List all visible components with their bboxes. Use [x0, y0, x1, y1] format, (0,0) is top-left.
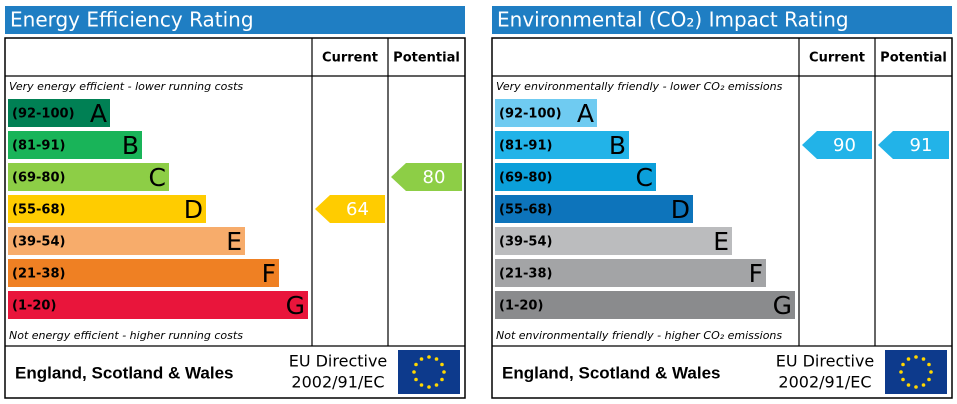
frame — [491, 37, 953, 399]
column-header: Potential — [393, 51, 460, 66]
band-range: (92-100) — [499, 107, 562, 122]
top-note: Very environmentally friendly - lower CO… — [496, 80, 783, 93]
region: England, Scotland & Wales — [15, 363, 234, 382]
eu-star — [901, 377, 905, 382]
eu-star — [921, 357, 926, 361]
eu-star — [906, 357, 911, 361]
band-range: (21-38) — [12, 267, 65, 282]
column-header: Potential — [880, 51, 947, 66]
title-bar — [5, 6, 465, 34]
rating-arrow — [878, 131, 949, 159]
eu-star — [419, 357, 424, 361]
frame — [4, 37, 466, 399]
band — [8, 227, 245, 255]
band-letter: D — [184, 195, 203, 224]
band-letter: A — [90, 99, 107, 128]
eu-star — [434, 357, 439, 361]
band — [495, 99, 597, 127]
band-letter: B — [122, 131, 139, 160]
eu-star — [914, 385, 918, 389]
band-range: (1-20) — [12, 299, 56, 314]
band — [495, 291, 795, 319]
band — [495, 259, 766, 287]
band-range: (81-91) — [12, 139, 65, 154]
rating-arrow — [802, 131, 872, 159]
eu-star — [414, 377, 418, 382]
eu-star — [914, 355, 918, 359]
band-letter: D — [671, 195, 690, 224]
eu-star — [414, 362, 418, 367]
band — [8, 195, 206, 223]
eu-star — [440, 362, 444, 367]
eu-star — [901, 362, 905, 367]
bottom-note: Not environmentally friendly - higher CO… — [496, 329, 782, 342]
bottom-note: Not energy efficient - higher running co… — [9, 329, 243, 342]
eu-star — [434, 383, 439, 387]
rating-value: 90 — [833, 135, 856, 156]
directive: EU Directive — [289, 352, 388, 371]
band — [8, 163, 169, 191]
eu-star — [442, 370, 446, 374]
band-letter: E — [713, 227, 729, 256]
band-letter: E — [226, 227, 242, 256]
band-letter: G — [773, 291, 792, 320]
band-letter: G — [286, 291, 305, 320]
band-letter: F — [749, 259, 763, 288]
band-range: (69-80) — [12, 171, 65, 186]
band-range: (39-54) — [12, 235, 65, 250]
chart-title: Environmental (CO₂) Impact Rating — [497, 8, 849, 32]
band — [495, 195, 693, 223]
chart-title: Energy Efficiency Rating — [10, 8, 254, 32]
rating-value: 80 — [423, 167, 446, 188]
title-bar — [492, 6, 952, 34]
column-header: Current — [809, 51, 865, 66]
band-letter: F — [262, 259, 276, 288]
rating-arrow — [391, 163, 462, 191]
band-range: (55-68) — [12, 203, 65, 218]
eu-star — [440, 377, 444, 382]
top-note: Very energy efficient - lower running co… — [9, 80, 243, 93]
rating-arrow — [315, 195, 385, 223]
band — [495, 163, 656, 191]
column-header: Current — [322, 51, 378, 66]
band-range: (92-100) — [12, 107, 75, 122]
eu-star — [927, 362, 931, 367]
eu-star — [427, 385, 431, 389]
band-range: (39-54) — [499, 235, 552, 250]
eu-star — [427, 355, 431, 359]
band-range: (81-91) — [499, 139, 552, 154]
band — [8, 259, 279, 287]
band — [8, 131, 142, 159]
band — [495, 227, 732, 255]
band — [8, 291, 308, 319]
eu-star — [899, 370, 903, 374]
directive: 2002/91/EC — [291, 373, 384, 392]
band — [495, 131, 629, 159]
region: England, Scotland & Wales — [502, 363, 721, 382]
eu-star — [927, 377, 931, 382]
band-range: (21-38) — [499, 267, 552, 282]
band-letter: B — [609, 131, 626, 160]
eu-star — [906, 383, 911, 387]
band-range: (1-20) — [499, 299, 543, 314]
eu-star — [412, 370, 416, 374]
directive: EU Directive — [776, 352, 875, 371]
band-range: (69-80) — [499, 171, 552, 186]
band-letter: C — [149, 163, 166, 192]
band-range: (55-68) — [499, 203, 552, 218]
eu-star — [419, 383, 424, 387]
rating-value: 64 — [346, 199, 369, 220]
eu-star — [921, 383, 926, 387]
band — [8, 99, 110, 127]
rating-value: 91 — [910, 135, 933, 156]
band-letter: A — [577, 99, 594, 128]
directive: 2002/91/EC — [778, 373, 871, 392]
eu-star — [929, 370, 933, 374]
band-letter: C — [636, 163, 653, 192]
